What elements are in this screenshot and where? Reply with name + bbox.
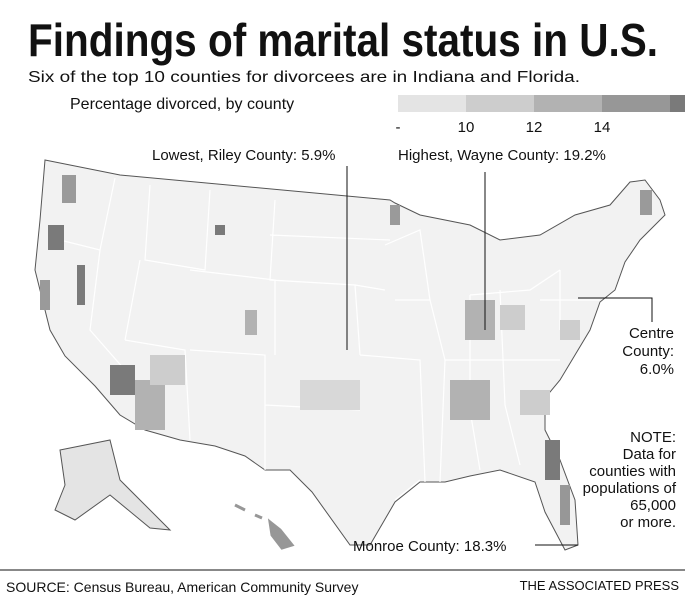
- legend-label: -: [396, 119, 401, 136]
- note-line: populations of: [583, 480, 677, 497]
- legend-swatch: [670, 95, 685, 112]
- county-shading: [40, 175, 652, 525]
- legend-label: 10: [458, 119, 475, 136]
- alaska: [54, 439, 172, 531]
- us-outline: [34, 159, 666, 551]
- annotation: Monroe County: 18.3%: [353, 538, 506, 555]
- legend-swatch: [466, 95, 534, 112]
- title: Findings of marital status in U.S.: [28, 14, 658, 66]
- legend-title: Percentage divorced, by county: [70, 96, 294, 113]
- note-line: 65,000: [630, 497, 676, 514]
- legend-label: 12: [526, 119, 543, 136]
- annotation: Highest, Wayne County: 19.2%: [398, 147, 606, 164]
- note-line: NOTE:: [630, 429, 676, 446]
- annotation: Lowest, Riley County: 5.9%: [152, 147, 335, 164]
- legend-swatch: [398, 95, 466, 112]
- note-line: counties with: [589, 463, 676, 480]
- source: SOURCE: Census Bureau, American Communit…: [6, 579, 358, 595]
- leader-line: [578, 297, 653, 322]
- hawaii: [234, 503, 295, 550]
- annotation-line: Centre: [629, 325, 674, 342]
- annotation-line: County:: [622, 343, 674, 360]
- legend-swatch: [602, 95, 670, 112]
- legend-swatch: [534, 95, 602, 112]
- legend-label: 14: [594, 119, 611, 136]
- note-line: Data for: [623, 446, 676, 463]
- annotation-line: 6.0%: [640, 361, 674, 378]
- map: [34, 159, 666, 551]
- subtitle: Six of the top 10 counties for divorcees…: [28, 69, 580, 86]
- credit: THE ASSOCIATED PRESS: [520, 578, 680, 593]
- note-line: or more.: [620, 514, 676, 531]
